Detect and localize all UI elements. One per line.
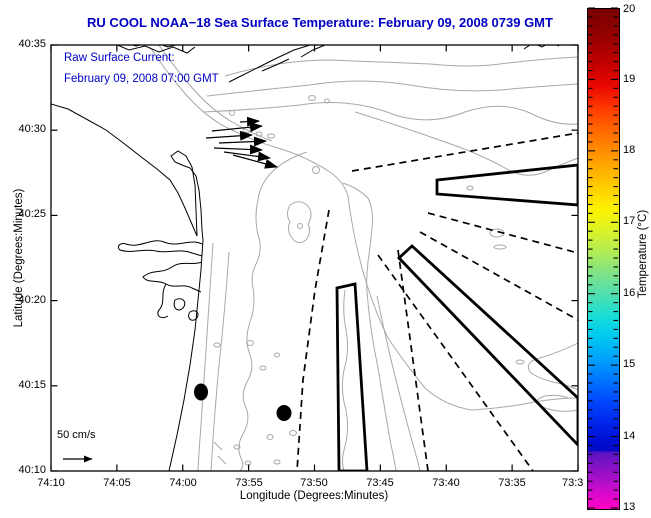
axis-ticks <box>50 44 579 472</box>
station-dots <box>194 383 292 421</box>
radar-beam-south <box>335 282 369 471</box>
colorbar-tick: 16 <box>623 287 636 299</box>
x-tick: 73:55 <box>235 477 263 489</box>
colorbar-tick: 17 <box>623 215 636 227</box>
y-tick: 40:25 <box>18 208 46 220</box>
x-axis-label: Longitude (Degrees:Minutes) <box>239 490 389 502</box>
station-dot <box>276 405 292 421</box>
x-tick: 74:10 <box>37 477 65 489</box>
radar-beam-east <box>435 163 578 207</box>
x-tick: 73:40 <box>432 477 460 489</box>
radar-beam-outlines <box>335 163 578 471</box>
station-dot <box>194 383 208 401</box>
x-tick: 74:05 <box>103 477 131 489</box>
y-tick: 40:15 <box>18 379 46 391</box>
y-tick: 40:30 <box>18 123 46 135</box>
current-vector-arrows <box>205 116 278 169</box>
y-tick: 40:20 <box>18 294 46 306</box>
figure-title: RU COOL NOAA−18 Sea Surface Temperature:… <box>87 15 553 30</box>
x-tick: 74:00 <box>169 477 197 489</box>
colorbar-tick: 15 <box>623 358 636 370</box>
x-tick: 73:3 <box>562 477 584 489</box>
annotation-line1: Raw Surface Current: <box>64 52 175 64</box>
colorbar-label: Temperature (°C) <box>637 209 649 299</box>
y-axis-label: Latitude (Degrees:Minutes) <box>13 188 25 328</box>
coastline-layer <box>51 45 560 471</box>
radar-bearing-lines <box>296 132 578 471</box>
x-tick: 73:50 <box>300 477 328 489</box>
colorbar-ticks <box>588 7 618 509</box>
y-tick: 40:35 <box>18 38 46 50</box>
y-tick: 40:10 <box>18 464 46 476</box>
colorbar-tick: 19 <box>623 73 636 85</box>
plot-frame <box>50 44 579 472</box>
colorbar-tick: 18 <box>623 144 636 156</box>
radar-beam-southeast <box>397 244 578 447</box>
x-tick: 73:45 <box>366 477 394 489</box>
x-tick: 73:35 <box>498 477 526 489</box>
colorbar-tick: 20 <box>623 3 636 15</box>
scale-legend-label: 50 cm/s <box>57 429 96 441</box>
colorbar-tick: 13 <box>623 501 636 513</box>
colorbar-tick: 14 <box>623 430 636 442</box>
annotation-line2: February 09, 2008 07:00 GMT <box>64 73 219 85</box>
temperature-colorbar <box>587 8 620 510</box>
